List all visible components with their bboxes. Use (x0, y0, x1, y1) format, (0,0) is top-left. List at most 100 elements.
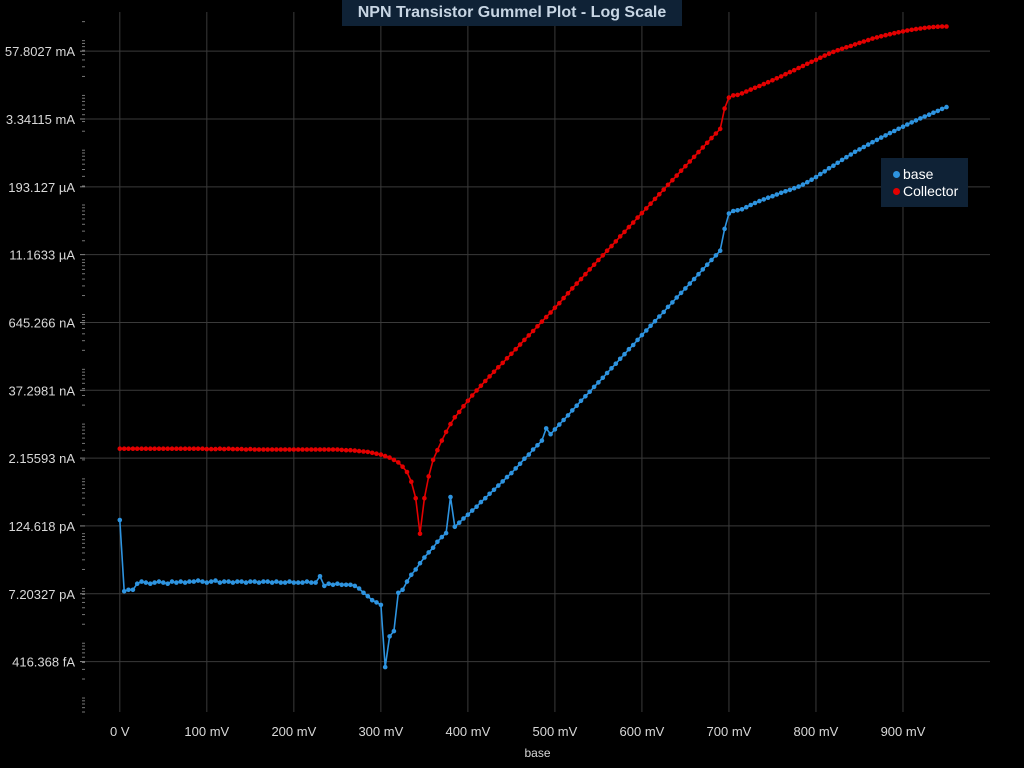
data-point-base (600, 375, 606, 381)
data-point-collector (335, 447, 340, 452)
data-point-collector (870, 36, 875, 41)
data-point-collector (317, 447, 323, 452)
data-point-collector (783, 71, 788, 77)
x-tick-label: 200 mV (271, 724, 316, 739)
data-point-base (861, 144, 867, 150)
data-point-collector (356, 448, 362, 454)
data-point-base (848, 152, 854, 157)
data-point-collector (500, 360, 506, 366)
data-point-collector (369, 450, 375, 456)
y-minor-ticks (80, 21, 85, 713)
data-point-collector (361, 449, 366, 454)
data-point-collector (805, 61, 810, 67)
data-point-collector (143, 446, 149, 452)
data-point-base (530, 447, 536, 452)
data-point-collector (396, 460, 401, 465)
legend-item-collector[interactable]: Collector (893, 183, 958, 200)
data-point-collector (191, 446, 197, 452)
data-point-collector (187, 446, 192, 452)
data-point-base (387, 634, 392, 639)
data-point-collector (382, 453, 388, 459)
data-point-base (552, 427, 558, 432)
data-point-collector (696, 149, 701, 155)
data-point-base (696, 271, 701, 277)
series-layer (117, 24, 949, 670)
data-point-base (391, 628, 397, 634)
data-point-base (174, 580, 179, 585)
data-point-base (852, 149, 858, 155)
data-point-collector (221, 446, 227, 452)
legend-item-base[interactable]: base (893, 166, 933, 183)
data-point-collector (635, 215, 640, 220)
data-point-collector (304, 447, 310, 452)
data-point-collector (483, 378, 488, 384)
data-point-base (865, 142, 871, 147)
data-point-base (365, 593, 371, 599)
data-point-base (844, 154, 849, 160)
data-point-collector (378, 452, 384, 457)
data-point-base (517, 461, 523, 467)
data-point-collector (709, 135, 714, 141)
data-point-base (691, 276, 697, 282)
data-point-collector (700, 145, 706, 150)
data-point-collector (704, 140, 710, 146)
data-point-collector (117, 446, 123, 452)
data-point-base (635, 337, 640, 343)
legend-label-base: base (903, 166, 934, 182)
y-tick-label: 37.2981 nA (8, 383, 75, 398)
y-tick-label: 124.618 pA (8, 519, 75, 534)
data-point-collector (691, 154, 697, 160)
y-tick-label: 2.15593 nA (8, 451, 75, 466)
data-point-collector (678, 168, 684, 173)
data-point-collector (570, 286, 575, 291)
data-point-base (182, 580, 188, 585)
data-point-base (670, 300, 675, 305)
data-point-collector (443, 429, 449, 435)
data-point-base (339, 582, 345, 588)
data-point-base (591, 384, 597, 390)
data-point-base (744, 204, 749, 210)
data-point-base (752, 200, 758, 206)
data-point-collector (626, 224, 632, 230)
data-point-base (774, 192, 780, 197)
data-point-base (204, 580, 210, 585)
data-point-base (304, 579, 310, 584)
data-point-collector (496, 365, 501, 370)
data-point-base (683, 286, 688, 291)
x-tick-label: 500 mV (532, 724, 577, 739)
data-point-collector (461, 404, 466, 409)
data-point-collector (900, 29, 906, 34)
data-point-base (187, 579, 192, 584)
data-point-base (352, 583, 358, 589)
data-point-collector (861, 39, 867, 44)
data-point-base (578, 398, 584, 404)
data-point-base (570, 408, 575, 413)
data-point-base (139, 579, 144, 584)
data-point-base (335, 581, 340, 586)
data-point-base (735, 208, 740, 213)
data-point-collector (274, 447, 279, 452)
data-point-collector (796, 65, 801, 71)
legend[interactable]: base Collector (881, 158, 968, 207)
data-point-base (543, 426, 549, 431)
data-point-collector (322, 447, 327, 452)
y-tick-label: 645.266 nA (8, 315, 75, 330)
data-point-base (713, 253, 719, 258)
data-point-collector (722, 106, 727, 111)
data-point-base (496, 483, 501, 488)
data-point-collector (348, 447, 353, 453)
data-point-base (300, 580, 305, 585)
data-point-collector (744, 89, 749, 94)
data-point-collector (478, 383, 484, 389)
data-point-collector (622, 229, 627, 235)
data-point-base (513, 466, 518, 471)
y-tick-label: 7.20327 pA (8, 587, 75, 602)
data-point-base (191, 579, 197, 584)
data-point-base (709, 257, 714, 263)
data-point-collector (226, 446, 231, 452)
data-point-base (835, 160, 840, 166)
data-point-base (374, 600, 379, 605)
x-tick-label: 600 mV (620, 724, 665, 739)
data-point-base (648, 323, 653, 329)
data-point-collector (130, 446, 136, 452)
